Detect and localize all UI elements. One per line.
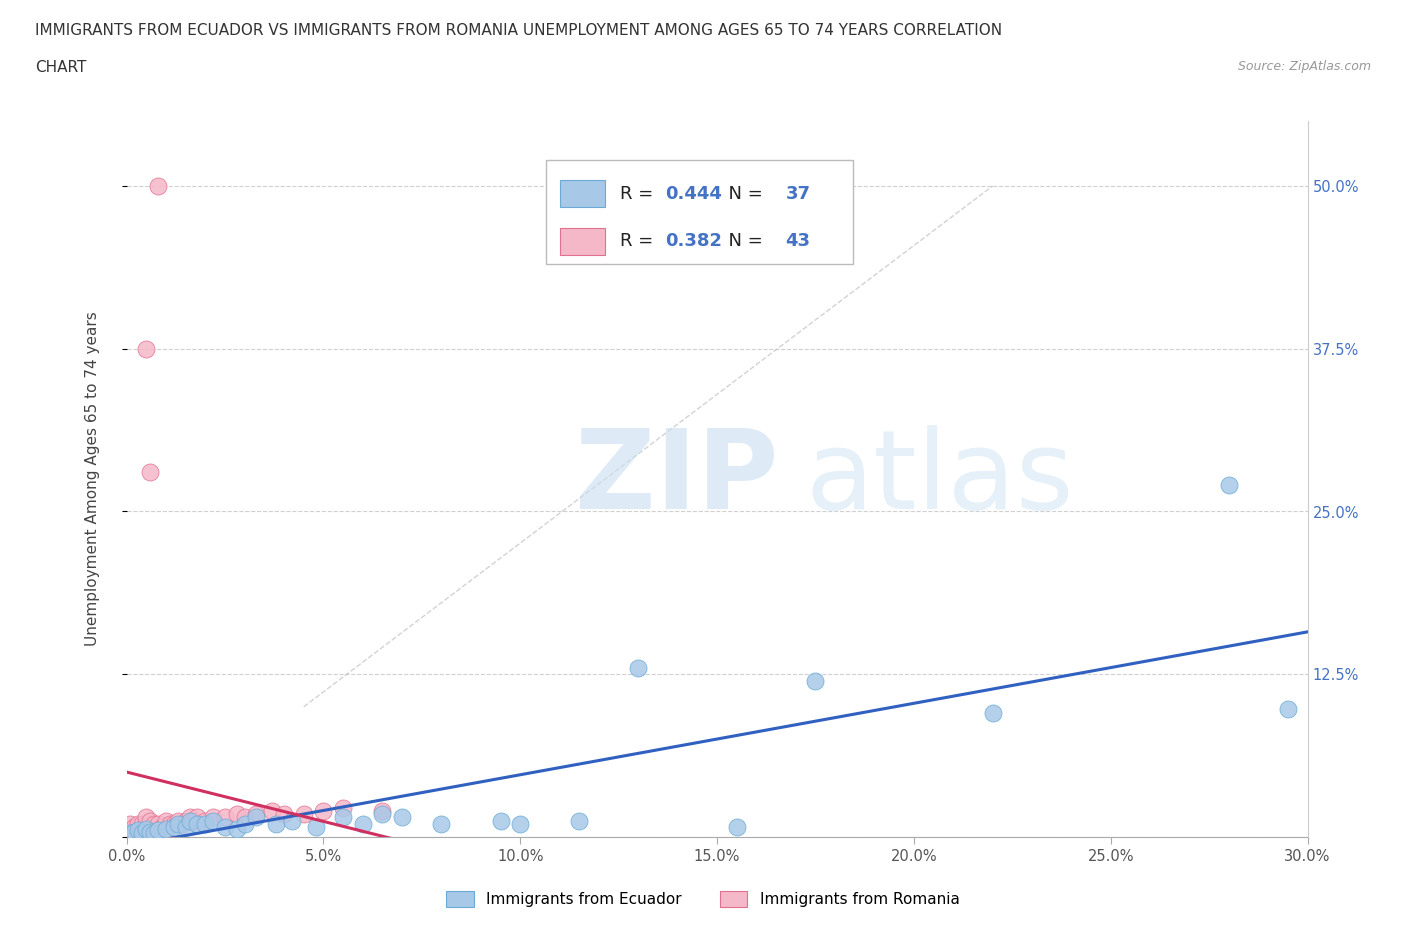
Point: [139, 465, 162, 480]
Point: [127, 823, 149, 838]
FancyBboxPatch shape: [560, 179, 605, 207]
Text: 37: 37: [786, 184, 811, 203]
Point: [202, 814, 225, 829]
Point: [159, 817, 181, 831]
Point: [371, 804, 394, 818]
Point: [135, 822, 157, 837]
Point: [174, 819, 197, 834]
Text: IMMIGRANTS FROM ECUADOR VS IMMIGRANTS FROM ROMANIA UNEMPLOYMENT AMONG AGES 65 TO: IMMIGRANTS FROM ECUADOR VS IMMIGRANTS FR…: [35, 23, 1002, 38]
Point: [139, 814, 162, 829]
Text: CHART: CHART: [35, 60, 87, 75]
Text: 0.444: 0.444: [665, 184, 721, 203]
Point: [194, 814, 217, 829]
Point: [135, 341, 157, 356]
Point: [225, 806, 247, 821]
Point: [509, 817, 531, 831]
Point: [179, 810, 201, 825]
Point: [202, 810, 225, 825]
Point: [155, 823, 177, 838]
Point: [262, 804, 284, 818]
Text: N =: N =: [717, 232, 769, 250]
Point: [430, 817, 453, 831]
Text: atlas: atlas: [806, 425, 1074, 533]
Point: [120, 823, 142, 838]
Point: [489, 814, 512, 829]
Point: [124, 819, 146, 834]
Point: [281, 814, 304, 829]
Point: [391, 810, 413, 825]
Point: [139, 824, 162, 839]
Point: [155, 822, 177, 837]
Point: [131, 817, 153, 831]
Point: [245, 810, 267, 825]
Point: [245, 806, 267, 821]
Point: [292, 806, 315, 821]
Text: 0.382: 0.382: [665, 232, 723, 250]
Point: [233, 817, 256, 831]
Point: [146, 817, 169, 831]
Point: [371, 806, 394, 821]
Point: [186, 810, 208, 825]
Point: [170, 817, 193, 831]
Point: [146, 823, 169, 838]
Text: ZIP: ZIP: [575, 425, 779, 533]
Point: [1218, 478, 1240, 493]
Point: [143, 826, 166, 841]
Point: [804, 673, 827, 688]
Point: [194, 817, 217, 831]
Point: [146, 823, 169, 838]
Point: [166, 814, 188, 829]
Point: [186, 817, 208, 831]
Point: [155, 814, 177, 829]
Point: [332, 810, 354, 825]
Text: N =: N =: [717, 184, 769, 203]
Text: R =: R =: [620, 232, 659, 250]
Point: [233, 810, 256, 825]
Point: [627, 660, 650, 675]
Point: [312, 804, 335, 818]
Point: [981, 706, 1004, 721]
Y-axis label: Unemployment Among Ages 65 to 74 years: Unemployment Among Ages 65 to 74 years: [86, 312, 100, 646]
Point: [332, 801, 354, 816]
Text: R =: R =: [620, 184, 659, 203]
Point: [127, 817, 149, 831]
FancyBboxPatch shape: [546, 160, 853, 264]
Point: [166, 817, 188, 831]
Point: [120, 826, 142, 841]
Point: [143, 817, 166, 831]
Point: [725, 819, 748, 834]
Point: [124, 823, 146, 838]
Legend: Immigrants from Ecuador, Immigrants from Romania: Immigrants from Ecuador, Immigrants from…: [440, 884, 966, 913]
Point: [225, 822, 247, 837]
Text: 43: 43: [786, 232, 811, 250]
Point: [264, 817, 287, 831]
Point: [214, 810, 236, 825]
Point: [135, 810, 157, 825]
Point: [352, 817, 374, 831]
Point: [146, 179, 169, 193]
Point: [179, 814, 201, 829]
Point: [131, 826, 153, 841]
FancyBboxPatch shape: [560, 228, 605, 255]
Point: [273, 806, 295, 821]
Point: [214, 819, 236, 834]
Point: [143, 823, 166, 838]
Point: [135, 823, 157, 838]
Point: [127, 823, 149, 838]
Point: [1277, 702, 1299, 717]
Point: [139, 823, 162, 838]
Point: [131, 823, 153, 838]
Point: [150, 819, 173, 834]
Point: [183, 814, 205, 829]
Point: [174, 814, 197, 829]
Text: Source: ZipAtlas.com: Source: ZipAtlas.com: [1237, 60, 1371, 73]
Point: [304, 819, 326, 834]
Point: [568, 814, 591, 829]
Point: [163, 817, 186, 831]
Point: [135, 817, 157, 831]
Point: [120, 817, 142, 831]
Point: [163, 819, 186, 834]
Point: [124, 824, 146, 839]
